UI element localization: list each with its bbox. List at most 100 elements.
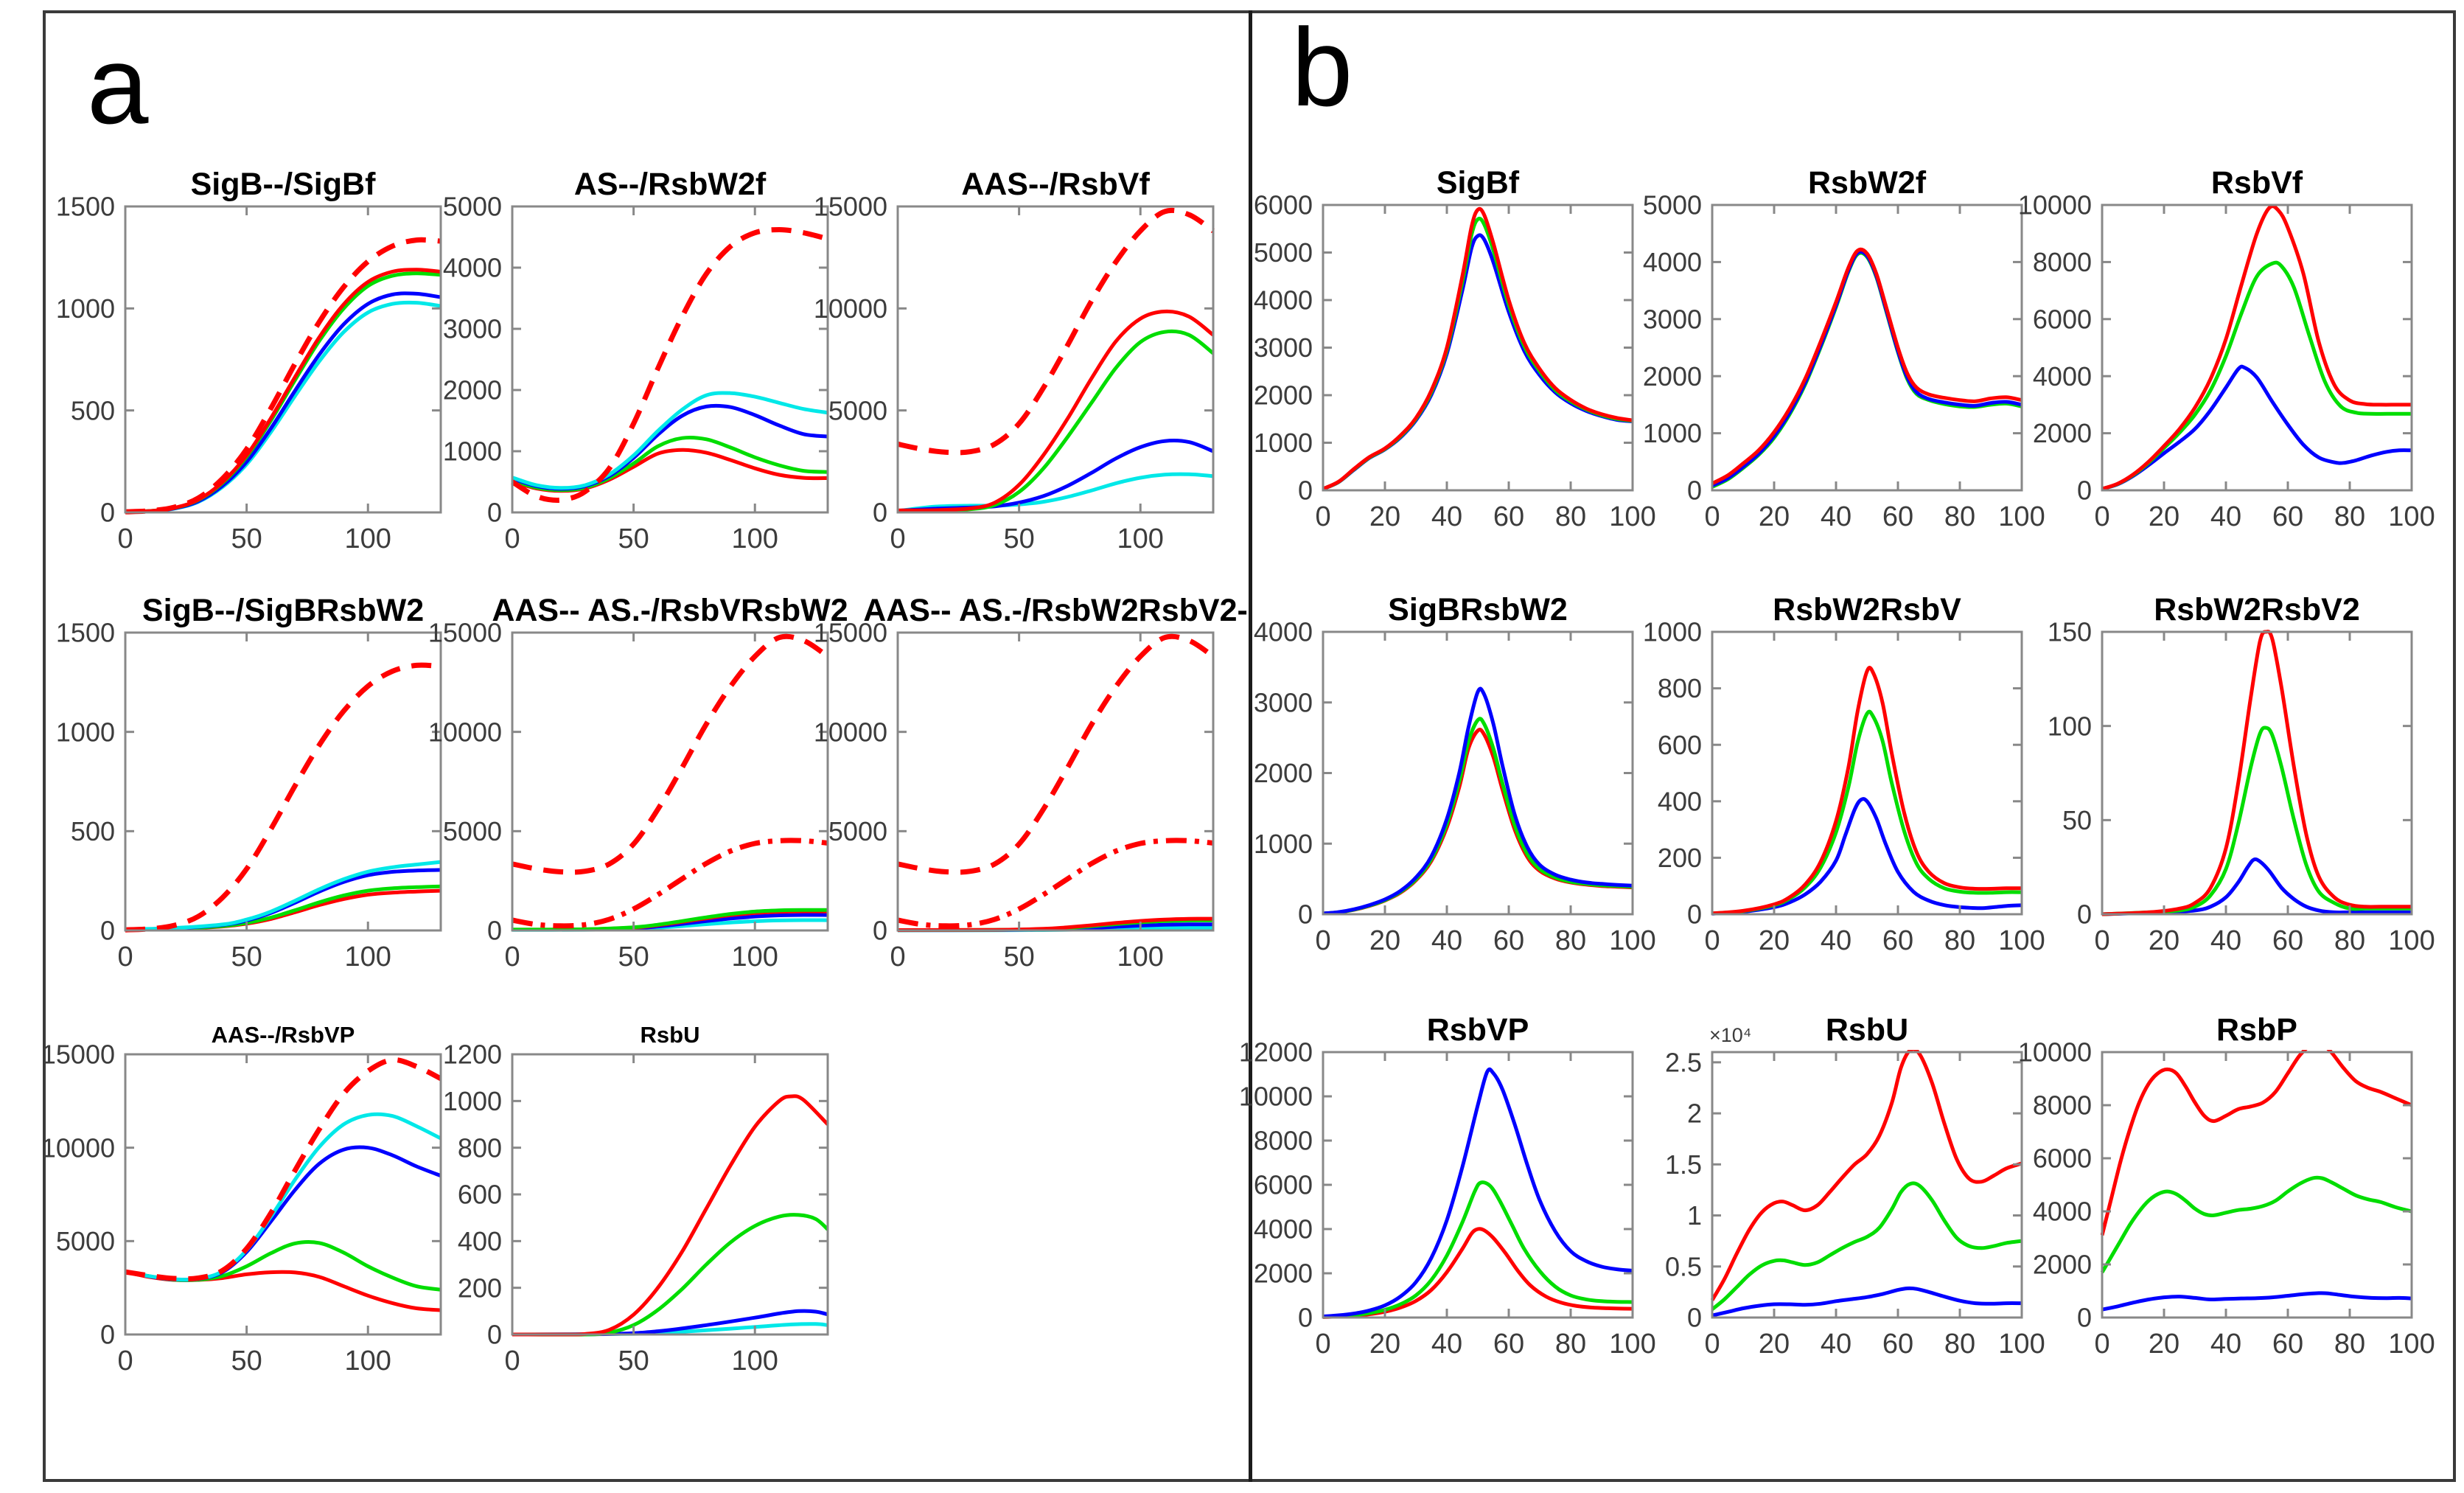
svg-text:10000: 10000 <box>814 717 887 747</box>
svg-text:100: 100 <box>2388 1329 2435 1360</box>
chart-sigb-sigbrsbw2: 0 50 100 0 500 1000 1500 SigB--/SigBRsbW2 <box>56 593 442 972</box>
svg-text:100: 100 <box>2388 501 2435 532</box>
svg-text:100: 100 <box>345 942 391 972</box>
svg-text:100: 100 <box>1998 1329 2045 1360</box>
svg-text:0: 0 <box>2077 476 2092 506</box>
svg-text:1000: 1000 <box>443 1086 502 1116</box>
chart-rsbw2f: 0 20 40 60 80 100 0 1000 2000 3000 4000 5000 RsbW2f <box>1643 165 2045 532</box>
svg-text:0.5: 0.5 <box>1665 1251 1702 1281</box>
svg-text:0: 0 <box>1687 1303 1702 1333</box>
svg-text:0: 0 <box>100 1320 115 1350</box>
svg-text:4000: 4000 <box>2033 1197 2092 1227</box>
svg-text:2: 2 <box>1687 1099 1702 1129</box>
svg-text:50: 50 <box>618 942 649 972</box>
svg-text:100: 100 <box>1609 925 1655 956</box>
svg-text:60: 60 <box>1493 1329 1524 1360</box>
svg-text:2000: 2000 <box>2033 1250 2092 1280</box>
svg-text:40: 40 <box>1821 925 1852 956</box>
svg-text:0: 0 <box>504 942 520 972</box>
svg-text:10000: 10000 <box>814 293 887 324</box>
svg-text:5000: 5000 <box>443 816 502 846</box>
svg-text:0: 0 <box>117 1346 133 1377</box>
svg-text:4000: 4000 <box>443 253 502 283</box>
svg-text:100: 100 <box>1998 925 2045 956</box>
chart-title: SigB--/SigBf <box>191 167 376 202</box>
svg-text:100: 100 <box>732 942 778 972</box>
chart-rsbvf: 0 20 40 60 80 100 0 2000 4000 6000 8000 10000 RsbVf <box>2018 165 2435 532</box>
svg-text:0: 0 <box>873 916 887 946</box>
chart-title: AAS--/RsbVP <box>212 1022 355 1048</box>
svg-text:0: 0 <box>1687 476 1702 506</box>
svg-text:4000: 4000 <box>2033 361 2092 391</box>
svg-text:20: 20 <box>1759 501 1790 532</box>
svg-text:20: 20 <box>1369 925 1400 956</box>
svg-text:0: 0 <box>2077 899 2092 930</box>
svg-text:40: 40 <box>1431 925 1462 956</box>
chart-aas-rsbw2rsbv2: 0 50 100 0 5000 10000 15000 AAS-- AS.-/RsbW2Rsb… <box>814 593 1248 972</box>
svg-text:0: 0 <box>2094 925 2109 956</box>
svg-text:2000: 2000 <box>1254 380 1313 411</box>
chart-title: RsbW2RsbV <box>1773 592 1961 627</box>
svg-text:80: 80 <box>1555 925 1586 956</box>
svg-text:40: 40 <box>1431 1329 1462 1360</box>
svg-text:1500: 1500 <box>56 618 115 648</box>
chart-title: RsbU <box>641 1022 700 1048</box>
svg-text:0: 0 <box>1315 501 1330 532</box>
svg-text:50: 50 <box>1003 523 1034 554</box>
svg-text:0: 0 <box>873 498 887 528</box>
svg-text:8000: 8000 <box>1254 1126 1313 1156</box>
svg-text:5000: 5000 <box>1254 237 1313 268</box>
svg-text:1200: 1200 <box>443 1040 502 1070</box>
svg-text:100: 100 <box>2388 925 2435 956</box>
chart-title: RsbVf <box>2211 165 2303 201</box>
svg-text:6000: 6000 <box>2033 1144 2092 1174</box>
svg-text:15000: 15000 <box>814 192 887 222</box>
svg-text:800: 800 <box>458 1132 502 1163</box>
panel-a-label: a <box>87 23 149 147</box>
svg-text:1.5: 1.5 <box>1665 1149 1702 1180</box>
svg-text:10000: 10000 <box>2018 190 2092 220</box>
chart-rsbu-b: 0 20 40 60 80 100 0 0.5 1 1.5 2 2.5 RsbU ×10⁴ <box>1665 1012 2045 1360</box>
chart-sigbf: 0 20 40 60 80 100 0 1000 2000 3000 4000 5000 6000 Sig… <box>1254 165 1656 532</box>
svg-text:200: 200 <box>458 1273 502 1303</box>
svg-text:100: 100 <box>1998 501 2045 532</box>
svg-text:2000: 2000 <box>443 375 502 406</box>
svg-text:0: 0 <box>504 1346 520 1377</box>
svg-text:50: 50 <box>1003 942 1034 972</box>
svg-text:20: 20 <box>1759 925 1790 956</box>
svg-text:1000: 1000 <box>1643 418 1702 448</box>
svg-text:4000: 4000 <box>1254 1214 1313 1245</box>
svg-text:3000: 3000 <box>1254 687 1313 717</box>
svg-text:0: 0 <box>2094 501 2109 532</box>
chart-title: RsbW2f <box>1808 165 1927 201</box>
svg-text:12000: 12000 <box>1239 1037 1313 1068</box>
svg-text:60: 60 <box>2272 925 2303 956</box>
svg-text:5000: 5000 <box>828 816 887 846</box>
chart-title: RsbU <box>1826 1012 1908 1048</box>
svg-text:0: 0 <box>890 523 905 554</box>
svg-text:50: 50 <box>231 1346 262 1377</box>
svg-text:1000: 1000 <box>443 436 502 467</box>
svg-text:2.5: 2.5 <box>1665 1047 1702 1077</box>
svg-text:50: 50 <box>618 1346 649 1377</box>
svg-text:60: 60 <box>2272 1329 2303 1360</box>
svg-text:0: 0 <box>2094 1329 2109 1360</box>
svg-text:1: 1 <box>1687 1200 1702 1231</box>
chart-title: RsbP <box>2216 1012 2297 1048</box>
svg-text:20: 20 <box>1369 1329 1400 1360</box>
svg-text:80: 80 <box>1944 1329 1975 1360</box>
svg-text:6000: 6000 <box>1254 190 1313 220</box>
svg-text:100: 100 <box>1117 523 1164 554</box>
svg-text:60: 60 <box>1882 925 1913 956</box>
svg-text:50: 50 <box>231 942 262 972</box>
svg-text:0: 0 <box>100 916 115 946</box>
svg-text:2000: 2000 <box>2033 418 2092 448</box>
svg-text:50: 50 <box>231 523 262 554</box>
svg-text:40: 40 <box>1821 501 1852 532</box>
chart-title: SigB--/SigBRsbW2 <box>142 593 424 628</box>
svg-text:0: 0 <box>1315 1329 1330 1360</box>
svg-text:600: 600 <box>458 1180 502 1210</box>
svg-text:1000: 1000 <box>1254 829 1313 859</box>
svg-text:600: 600 <box>1658 730 1702 760</box>
chart-rsbw2rsbv: 0 20 40 60 80 100 0 200 400 600 800 1000 RsbW2RsbV <box>1643 592 2045 956</box>
